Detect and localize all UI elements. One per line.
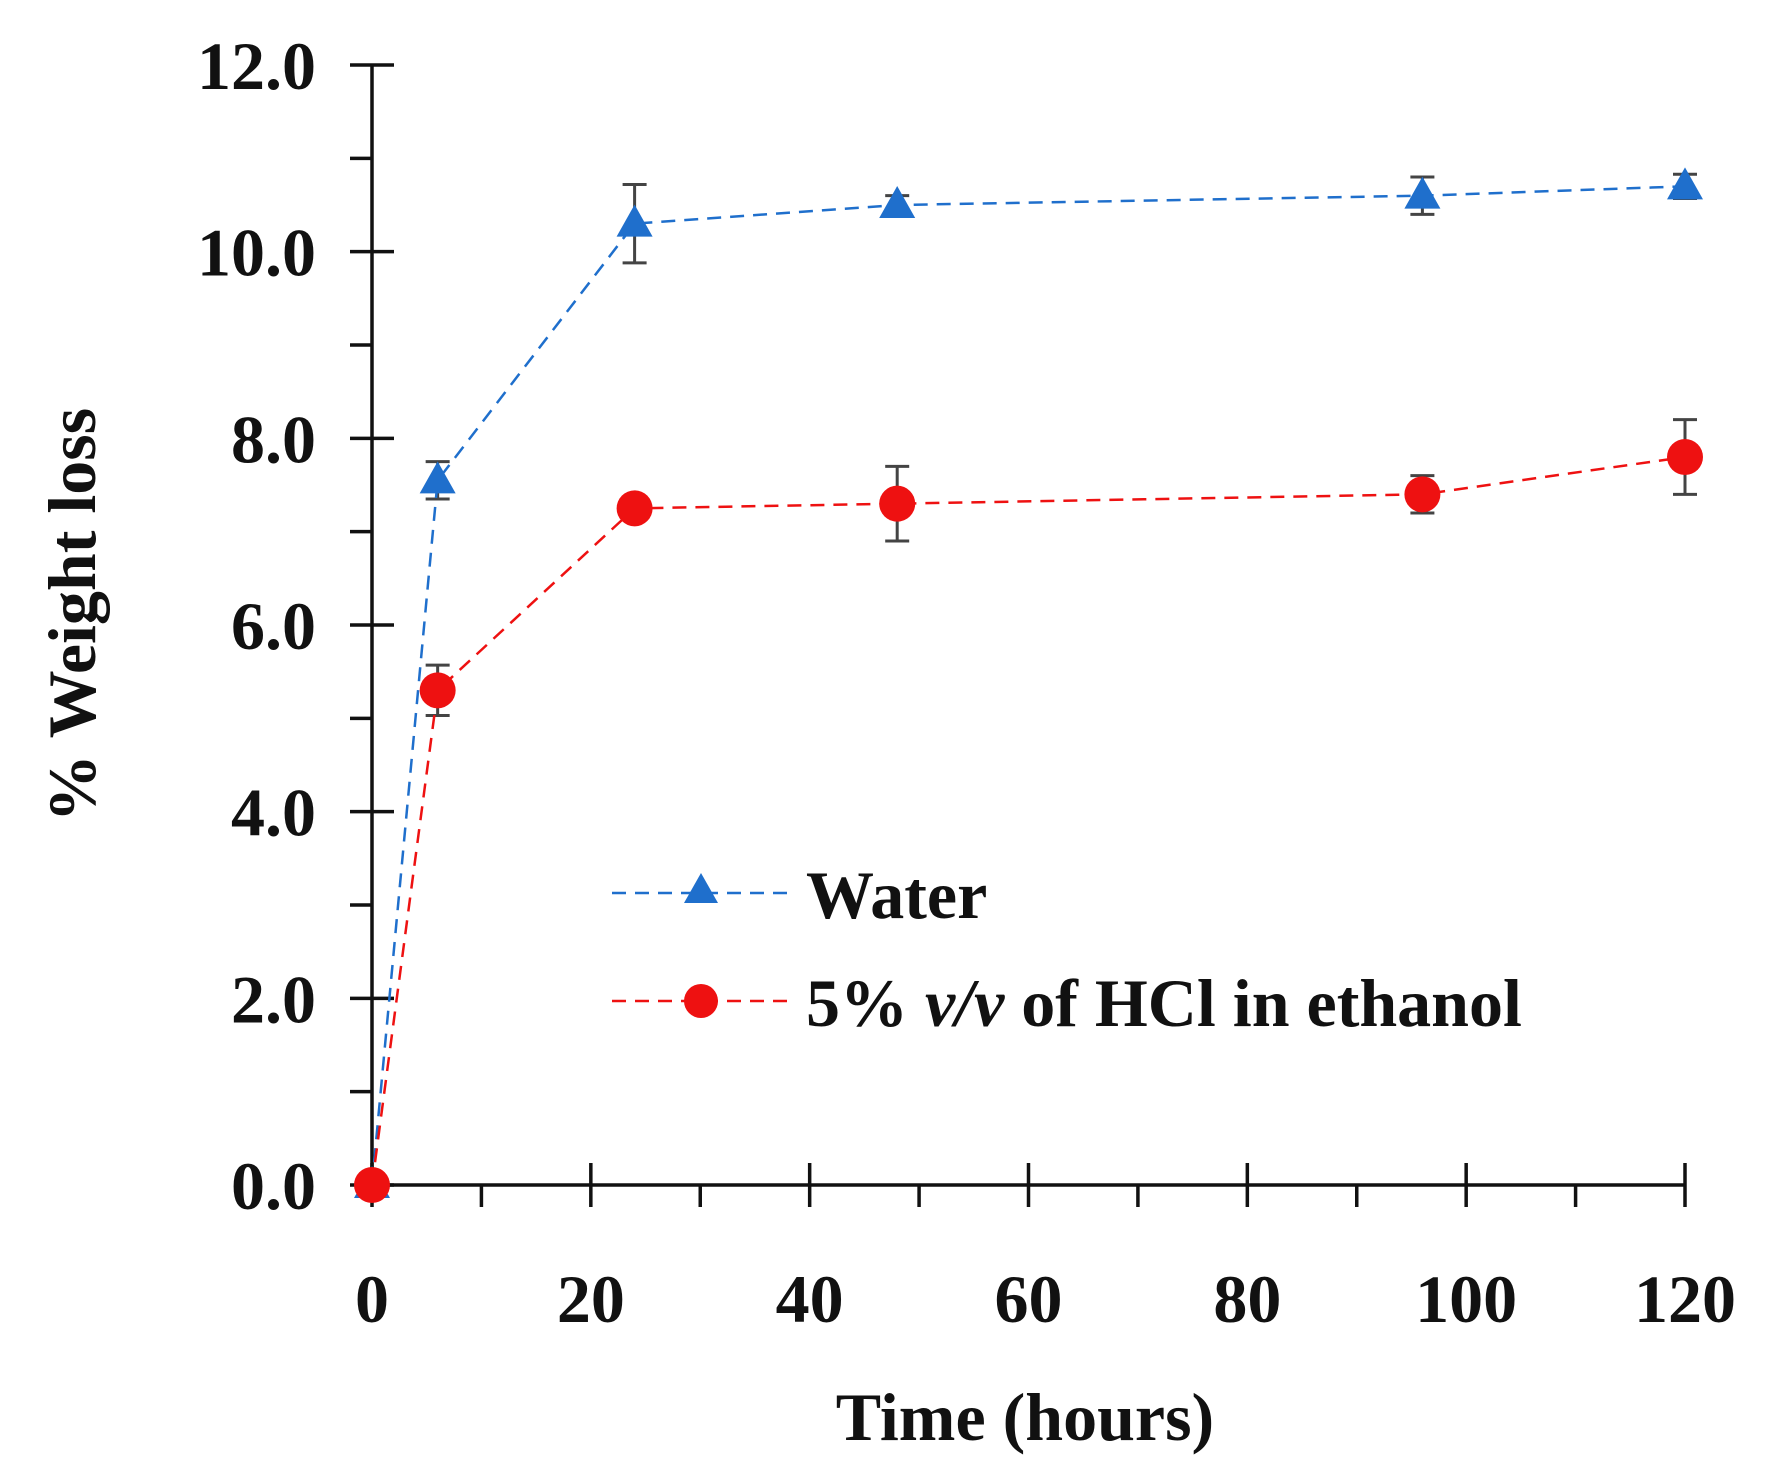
data-point-water <box>1667 167 1703 200</box>
x-axis-title: Time (hours) <box>836 1379 1214 1455</box>
legend-hcl-suffix: of HCl in ethanol <box>1004 965 1522 1041</box>
x-tick-label: 100 <box>1415 1261 1517 1337</box>
y-tick-label: 2.0 <box>231 961 316 1037</box>
data-point-hcl <box>1404 476 1441 513</box>
y-tick-label: 4.0 <box>231 775 316 851</box>
data-point-water <box>1404 176 1441 209</box>
legend-water-marker <box>684 873 718 903</box>
legend: Water 5% v/v of HCl in ethanol <box>612 857 1522 1041</box>
y-tick-label: 10.0 <box>197 215 316 291</box>
data-point-water <box>616 204 653 237</box>
y-axis-title: % Weight loss <box>34 408 110 822</box>
x-tick-label: 120 <box>1634 1261 1736 1337</box>
data-point-water <box>419 461 456 494</box>
data-point-hcl <box>419 672 456 709</box>
legend-hcl-prefix: 5% <box>806 965 925 1041</box>
data-point-water <box>879 186 916 218</box>
legend-hcl-label: 5% v/v of HCl in ethanol <box>806 965 1522 1041</box>
data-point-hcl <box>354 1167 390 1203</box>
data-point-hcl <box>879 485 916 522</box>
labels-layer: Time (hours) % Weight loss <box>34 408 1214 1455</box>
series-water <box>354 167 1703 1198</box>
series-hcl <box>354 418 1703 1203</box>
x-tick-label: 60 <box>995 1261 1063 1337</box>
series-line-water <box>370 185 1686 1186</box>
legend-hcl-marker <box>684 984 718 1018</box>
x-tick-label: 40 <box>776 1261 844 1337</box>
legend-hcl-italic: v/v <box>925 965 1005 1041</box>
x-tick-label: 0 <box>355 1261 389 1337</box>
legend-water-label: Water <box>806 857 987 933</box>
series-line-hcl <box>370 455 1686 1186</box>
y-tick-label: 8.0 <box>231 401 316 477</box>
y-tick-label: 6.0 <box>231 588 316 664</box>
axes: 0.0 2.0 4.0 6.0 8.0 10.0 12.0 0 20 40 60 80 100 120 <box>197 28 1736 1337</box>
data-point-hcl <box>1667 439 1703 475</box>
x-tick-label: 20 <box>557 1261 625 1337</box>
y-tick-label: 0.0 <box>231 1148 316 1224</box>
data-point-hcl <box>616 490 653 527</box>
y-tick-label: 12.0 <box>197 28 316 104</box>
series-layer <box>354 167 1703 1203</box>
x-tick-label: 80 <box>1213 1261 1281 1337</box>
